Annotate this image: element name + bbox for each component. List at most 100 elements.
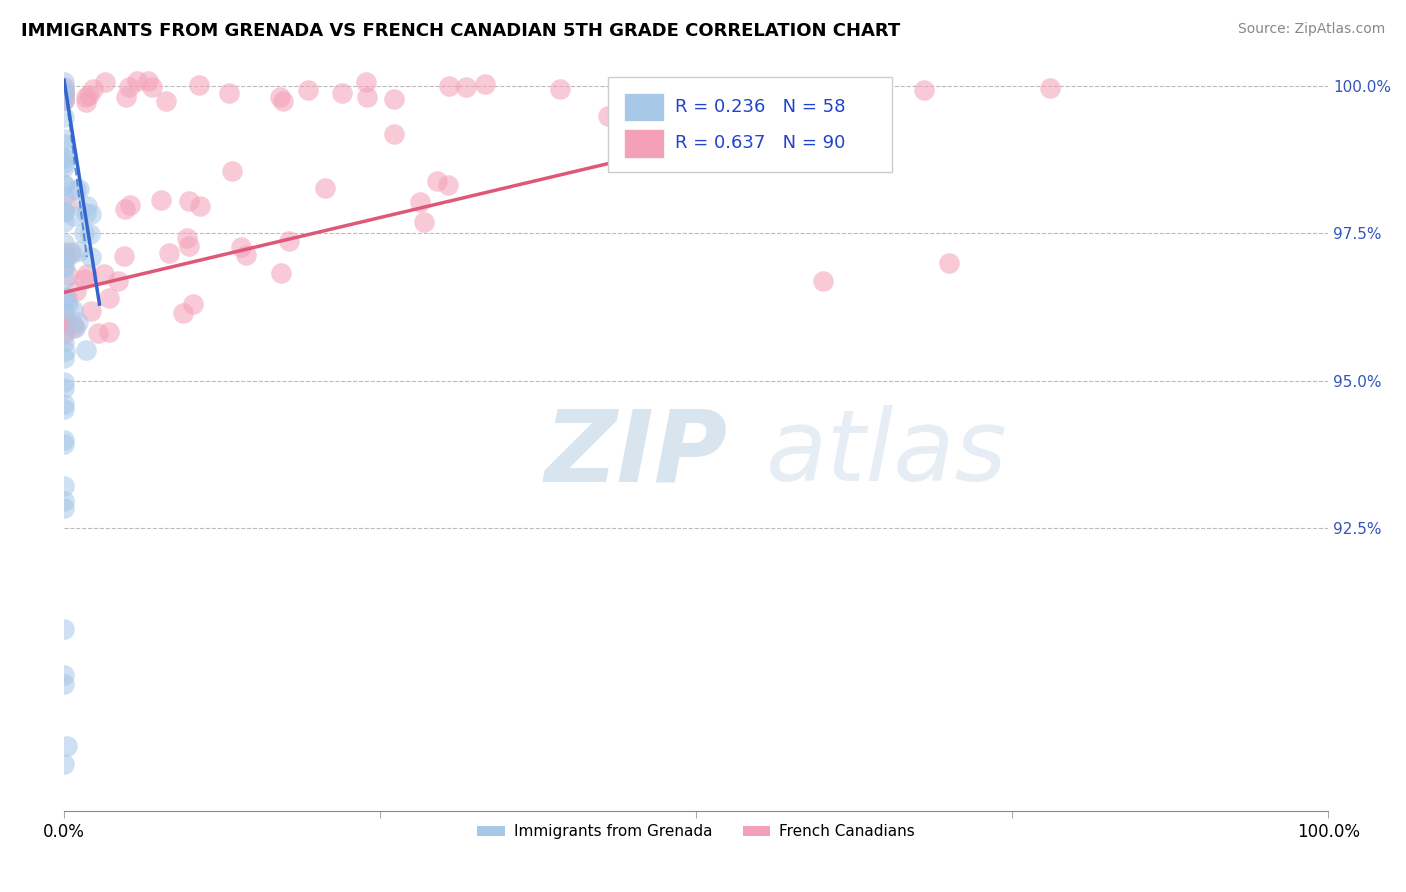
Point: [188, 199, 211, 213]
Point: [56, 268, 79, 283]
Point: [229, 240, 252, 254]
Point: [53, 85, 76, 99]
Point: [53, 93, 76, 107]
Point: [155, 94, 177, 108]
Point: [53, 397, 76, 411]
Point: [56, 291, 79, 305]
Point: [356, 89, 378, 103]
Point: [382, 127, 405, 141]
Point: [53, 302, 76, 317]
Text: IMMIGRANTS FROM GRENADA VS FRENCH CANADIAN 5TH GRADE CORRELATION CHART: IMMIGRANTS FROM GRENADA VS FRENCH CANADI…: [21, 22, 900, 40]
Point: [53, 75, 76, 89]
Point: [55, 739, 77, 754]
Point: [76, 199, 98, 213]
Point: [53, 306, 76, 320]
Point: [278, 234, 301, 248]
Point: [75, 343, 97, 357]
Point: [115, 90, 138, 104]
Point: [297, 83, 319, 97]
Point: [53, 668, 76, 682]
Point: [271, 95, 294, 109]
Point: [409, 195, 432, 210]
Point: [176, 231, 198, 245]
Point: [181, 297, 204, 311]
Point: [56, 196, 79, 211]
Point: [114, 202, 136, 216]
Point: [53, 402, 76, 417]
Point: [66, 316, 89, 330]
Point: [67, 182, 90, 196]
Point: [62, 317, 84, 331]
Point: [53, 436, 76, 450]
Point: [53, 80, 76, 95]
Point: [94, 75, 117, 89]
Point: [1039, 81, 1062, 95]
Point: [474, 77, 496, 91]
Point: [53, 479, 76, 493]
Point: [53, 136, 76, 151]
Point: [53, 292, 76, 306]
Point: [53, 177, 76, 191]
Point: [98, 325, 121, 339]
Point: [53, 250, 76, 264]
Point: [53, 156, 76, 170]
Point: [270, 266, 292, 280]
Point: [75, 89, 97, 103]
Point: [53, 494, 76, 508]
Point: [218, 86, 240, 100]
Point: [437, 78, 460, 93]
Point: [437, 178, 460, 192]
Point: [53, 178, 76, 193]
Point: [138, 74, 160, 88]
Point: [426, 174, 449, 188]
Point: [53, 235, 76, 250]
Point: [118, 197, 141, 211]
Point: [53, 132, 76, 146]
Point: [80, 207, 103, 221]
Point: [75, 95, 97, 109]
Point: [63, 319, 86, 334]
Point: [53, 189, 76, 203]
Point: [53, 110, 76, 124]
Point: [60, 244, 83, 259]
Point: [75, 206, 97, 220]
Point: [356, 75, 378, 89]
Point: [811, 274, 834, 288]
Point: [596, 109, 619, 123]
Text: atlas: atlas: [766, 405, 1007, 502]
Text: ZIP: ZIP: [544, 405, 727, 502]
Point: [332, 86, 354, 100]
Point: [53, 82, 76, 96]
Point: [938, 256, 960, 270]
Point: [53, 151, 76, 165]
Point: [87, 326, 110, 340]
Point: [811, 91, 834, 105]
Point: [53, 271, 76, 285]
Point: [93, 267, 115, 281]
Point: [62, 303, 84, 318]
Point: [53, 500, 76, 515]
Text: R = 0.236   N = 58: R = 0.236 N = 58: [675, 98, 845, 116]
Point: [235, 248, 257, 262]
Point: [82, 82, 104, 96]
Point: [53, 433, 76, 447]
Point: [117, 79, 139, 94]
Point: [53, 677, 76, 691]
Point: [80, 250, 103, 264]
Point: [73, 227, 96, 241]
Point: [912, 83, 935, 97]
Point: [638, 93, 661, 107]
Point: [53, 757, 76, 772]
Point: [179, 239, 201, 253]
Point: [53, 87, 76, 102]
FancyBboxPatch shape: [624, 129, 665, 158]
Text: Source: ZipAtlas.com: Source: ZipAtlas.com: [1237, 22, 1385, 37]
Point: [150, 193, 173, 207]
Legend: Immigrants from Grenada, French Canadians: Immigrants from Grenada, French Canadian…: [471, 818, 921, 846]
Point: [53, 244, 76, 259]
Point: [314, 181, 336, 195]
Point: [53, 259, 76, 273]
Point: [53, 87, 76, 101]
Point: [79, 304, 101, 318]
Point: [221, 164, 243, 178]
